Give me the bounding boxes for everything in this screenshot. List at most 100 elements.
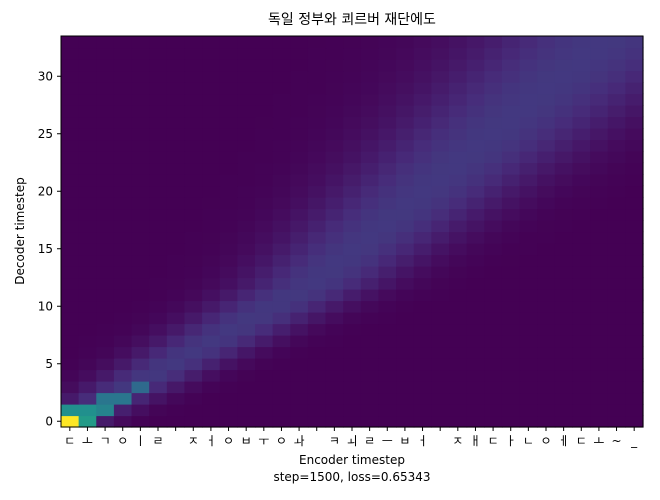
heatmap-cell bbox=[343, 70, 362, 83]
heatmap-cell bbox=[219, 162, 238, 175]
heatmap-cell bbox=[343, 220, 362, 233]
heatmap-cell bbox=[113, 346, 133, 359]
heatmap-cell bbox=[554, 254, 574, 267]
heatmap-cell bbox=[237, 392, 256, 405]
heatmap-cell bbox=[184, 208, 203, 221]
heatmap-cell bbox=[149, 346, 168, 359]
heatmap-cell bbox=[519, 266, 538, 279]
heatmap-cell bbox=[360, 289, 380, 302]
heatmap-cell bbox=[166, 369, 186, 382]
heatmap-cell bbox=[307, 358, 327, 371]
heatmap-cell bbox=[237, 162, 256, 175]
heatmap-cell bbox=[61, 70, 80, 83]
heatmap-cell bbox=[325, 47, 344, 60]
heatmap-cell bbox=[255, 93, 274, 106]
heatmap-cell bbox=[537, 381, 556, 394]
heatmap-cell bbox=[519, 231, 538, 244]
heatmap-cell bbox=[184, 36, 203, 49]
heatmap-cell bbox=[466, 59, 485, 72]
heatmap-cell bbox=[590, 185, 609, 198]
heatmap-cell bbox=[449, 105, 468, 118]
heatmap-cell bbox=[590, 266, 609, 279]
heatmap-cell bbox=[449, 82, 468, 95]
heatmap-cell bbox=[625, 220, 644, 233]
x-axis-label: Encoder timestep bbox=[299, 453, 405, 467]
heatmap-cell bbox=[290, 323, 309, 336]
heatmap-cell bbox=[96, 415, 115, 428]
heatmap-cell bbox=[219, 266, 238, 279]
heatmap-cell bbox=[307, 105, 327, 118]
heatmap-cell bbox=[219, 185, 238, 198]
heatmap-cell bbox=[61, 312, 80, 325]
heatmap-cell bbox=[554, 289, 574, 302]
x-tick-label: ㄹ bbox=[364, 434, 375, 448]
heatmap-cell bbox=[237, 174, 256, 187]
heatmap-cell bbox=[237, 243, 256, 256]
heatmap-cell bbox=[113, 266, 133, 279]
heatmap-cell bbox=[413, 59, 432, 72]
heatmap-cell bbox=[466, 47, 485, 60]
heatmap-cell bbox=[625, 404, 644, 417]
heatmap-cell bbox=[466, 335, 485, 348]
heatmap-cell bbox=[537, 93, 556, 106]
heatmap-cell bbox=[255, 300, 274, 313]
heatmap-cell bbox=[343, 139, 362, 152]
heatmap-cell bbox=[501, 162, 521, 175]
heatmap-cell bbox=[449, 300, 468, 313]
heatmap-cell bbox=[202, 70, 221, 83]
heatmap-cell bbox=[466, 300, 485, 313]
heatmap-cell bbox=[202, 36, 221, 49]
heatmap-cell bbox=[166, 335, 186, 348]
x-tick-label: ㅗ bbox=[593, 434, 604, 448]
heatmap-cell bbox=[554, 128, 574, 141]
heatmap-cell bbox=[78, 208, 97, 221]
heatmap-cell bbox=[149, 323, 168, 336]
heatmap-cell bbox=[607, 208, 626, 221]
heatmap-cell bbox=[554, 381, 574, 394]
x-tick-label: ㅇ bbox=[223, 434, 234, 448]
heatmap-cell bbox=[360, 128, 380, 141]
heatmap-cell bbox=[572, 300, 591, 313]
heatmap-cell bbox=[61, 335, 80, 348]
heatmap-cell bbox=[537, 277, 556, 290]
heatmap-cell bbox=[625, 82, 644, 95]
heatmap-cell bbox=[61, 231, 80, 244]
heatmap-cell bbox=[378, 335, 397, 348]
heatmap-cell bbox=[484, 231, 503, 244]
heatmap-cell bbox=[78, 174, 97, 187]
heatmap-cell bbox=[166, 36, 186, 49]
heatmap-cell bbox=[219, 59, 238, 72]
heatmap-cell bbox=[466, 231, 485, 244]
heatmap-cell bbox=[554, 197, 574, 210]
heatmap-cell bbox=[166, 116, 186, 129]
heatmap-cell bbox=[343, 59, 362, 72]
heatmap-cell bbox=[537, 162, 556, 175]
heatmap-cell bbox=[501, 185, 521, 198]
heatmap-cell bbox=[255, 162, 274, 175]
heatmap-cell bbox=[554, 312, 574, 325]
heatmap-cell bbox=[131, 59, 150, 72]
heatmap-cell bbox=[237, 185, 256, 198]
heatmap-cell bbox=[255, 231, 274, 244]
heatmap-cell bbox=[219, 392, 238, 405]
heatmap-cell bbox=[255, 47, 274, 60]
heatmap-cell bbox=[590, 70, 609, 83]
heatmap-cell bbox=[413, 162, 432, 175]
heatmap-cell bbox=[519, 197, 538, 210]
heatmap-cell bbox=[343, 346, 362, 359]
heatmap-cell bbox=[184, 346, 203, 359]
heatmap-cell bbox=[590, 404, 609, 417]
heatmap-cell bbox=[202, 185, 221, 198]
heatmap-cell bbox=[554, 82, 574, 95]
heatmap-cell bbox=[449, 266, 468, 279]
heatmap-cell bbox=[378, 381, 397, 394]
heatmap-cell bbox=[325, 243, 344, 256]
heatmap-cell bbox=[219, 220, 238, 233]
heatmap-cell bbox=[501, 231, 521, 244]
heatmap-cell bbox=[396, 220, 415, 233]
heatmap-cell bbox=[113, 277, 133, 290]
heatmap-cell bbox=[149, 254, 168, 267]
heatmap-cell bbox=[149, 116, 168, 129]
heatmap-cell bbox=[413, 369, 432, 382]
heatmap-cell bbox=[554, 36, 574, 49]
